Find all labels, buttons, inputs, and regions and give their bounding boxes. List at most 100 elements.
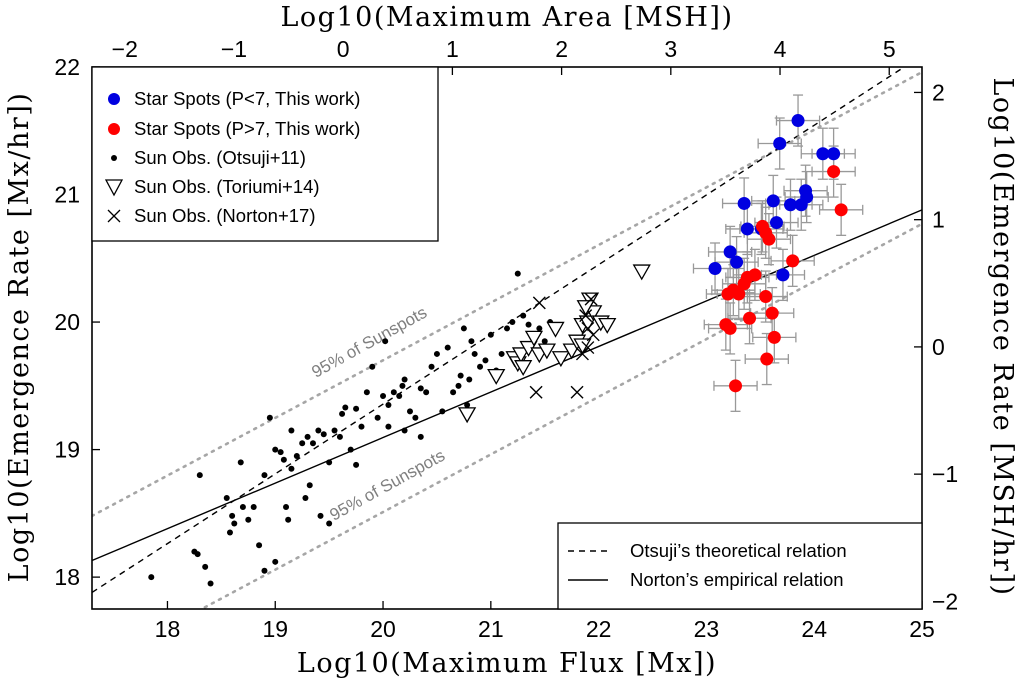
point-sun-obs-otsuji-11 <box>374 414 381 421</box>
x2-tick-label: −2 <box>112 36 138 62</box>
legend-marker-dot <box>111 155 117 161</box>
point-star-spots-p-7-this-work <box>767 330 781 344</box>
line-norton <box>92 209 922 562</box>
y-tick-label: 19 <box>54 437 80 463</box>
point-sun-obs-otsuji-11 <box>299 440 306 447</box>
y2-tick-label: 2 <box>932 79 945 105</box>
y-tick-label: 21 <box>54 182 80 208</box>
legend-main: Star Spots (P<7, This work) Star Spots (… <box>91 66 439 242</box>
point-sun-obs-otsuji-11 <box>509 319 516 326</box>
point-sun-obs-otsuji-11 <box>358 423 365 430</box>
point-star-spots-p-7-this-work <box>827 147 841 161</box>
point-star-spots-p-7-this-work <box>759 290 773 304</box>
point-sun-obs-otsuji-11 <box>455 382 462 389</box>
point-sun-obs-otsuji-11 <box>399 382 406 389</box>
x2-axis-title: Log10(Maximum Area [MSH]) <box>281 2 734 33</box>
legend-marker-red <box>108 123 120 135</box>
point-sun-obs-otsuji-11 <box>477 363 484 370</box>
point-sun-obs-otsuji-11 <box>285 516 292 523</box>
point-sun-obs-otsuji-11 <box>401 427 408 434</box>
point-star-spots-p-7-this-work <box>827 165 841 179</box>
point-sun-obs-otsuji-11 <box>369 363 376 370</box>
point-sun-obs-otsuji-11 <box>196 472 203 479</box>
point-sun-obs-norton-17 <box>579 309 593 323</box>
point-star-spots-p-7-this-work <box>743 311 757 325</box>
point-sun-obs-toriumi-14 <box>457 407 477 424</box>
y2-tick-label: −1 <box>932 461 958 487</box>
point-sun-obs-otsuji-11 <box>245 516 252 523</box>
point-sun-obs-otsuji-11 <box>326 459 333 466</box>
point-star-spots-p-7-this-work <box>783 198 797 212</box>
point-sun-obs-norton-17 <box>581 341 595 355</box>
line-band-lower <box>198 222 922 609</box>
point-sun-obs-otsuji-11 <box>342 404 349 411</box>
point-sun-obs-toriumi-14 <box>537 343 557 360</box>
point-star-spots-p-7-this-work <box>769 216 783 230</box>
point-sun-obs-otsuji-11 <box>347 446 354 453</box>
x-tick-label: 20 <box>370 616 396 642</box>
point-sun-obs-otsuji-11 <box>229 512 236 519</box>
point-sun-obs-toriumi-14 <box>546 321 565 338</box>
y2-tick-label: 1 <box>932 207 945 233</box>
y-tick-label: 18 <box>54 564 80 590</box>
point-sun-obs-otsuji-11 <box>317 512 324 519</box>
point-sun-obs-otsuji-11 <box>207 580 214 587</box>
y2-tick-label: −2 <box>932 588 958 614</box>
point-sun-obs-toriumi-14 <box>576 300 595 317</box>
point-sun-obs-otsuji-11 <box>450 389 457 396</box>
point-sun-obs-toriumi-14 <box>598 317 617 334</box>
x-tick-label: 22 <box>586 616 612 642</box>
point-sun-obs-otsuji-11 <box>293 452 300 459</box>
point-sun-obs-otsuji-11 <box>390 389 397 396</box>
point-sun-obs-otsuji-11 <box>468 338 475 345</box>
x2-tick-label: 0 <box>337 36 350 62</box>
legend-lines: Otsuji’s theoretical relation Norton’s e… <box>557 522 923 610</box>
point-sun-obs-toriumi-14 <box>487 368 506 385</box>
y-tick-label: 22 <box>54 54 80 80</box>
point-sun-obs-otsuji-11 <box>148 574 155 581</box>
x-tick-label: 23 <box>694 616 720 642</box>
point-sun-obs-otsuji-11 <box>256 542 263 549</box>
point-sun-obs-otsuji-11 <box>226 529 233 536</box>
x-tick-label: 21 <box>478 616 504 642</box>
point-sun-obs-otsuji-11 <box>423 389 430 396</box>
point-sun-obs-toriumi-14 <box>578 315 597 332</box>
point-sun-obs-otsuji-11 <box>353 405 360 412</box>
x-tick-label: 18 <box>155 616 181 642</box>
legend-lines-box <box>557 522 923 610</box>
x-tick-label: 19 <box>262 616 288 642</box>
point-star-spots-p-7-this-work <box>786 254 800 268</box>
point-sun-obs-otsuji-11 <box>320 431 327 438</box>
point-sun-obs-otsuji-11 <box>382 338 389 345</box>
point-sun-obs-otsuji-11 <box>331 427 338 434</box>
point-sun-obs-otsuji-11 <box>283 503 290 510</box>
x-tick-label: 25 <box>909 616 935 642</box>
point-sun-obs-otsuji-11 <box>261 472 268 479</box>
point-sun-obs-otsuji-11 <box>541 338 548 345</box>
point-sun-obs-otsuji-11 <box>315 427 322 434</box>
legend-label-p-gt-7: Star Spots (P>7, This work) <box>134 118 360 139</box>
point-star-spots-p-7-this-work <box>762 232 776 246</box>
y2-axis-title: Log10(Emergence Rate [MSH/hr]) <box>987 77 1018 596</box>
point-star-spots-p-7-this-work <box>776 268 790 282</box>
x-tick-label: 24 <box>801 616 827 642</box>
point-sun-obs-otsuji-11 <box>380 393 387 400</box>
point-sun-obs-otsuji-11 <box>309 440 316 447</box>
point-star-spots-p-7-this-work <box>760 352 774 366</box>
point-sun-obs-otsuji-11 <box>471 350 478 357</box>
legend-label-otsuji: Sun Obs. (Otsuji+11) <box>134 147 306 168</box>
y-axis-title: Log10(Emergence Rate [Mx/hr]) <box>4 92 35 583</box>
point-sun-obs-toriumi-14 <box>511 347 531 364</box>
legend-label-otsuji-relation: Otsuji’s theoretical relation <box>630 540 847 561</box>
point-sun-obs-norton-17 <box>529 385 543 399</box>
point-sun-obs-otsuji-11 <box>487 331 494 338</box>
point-sun-obs-otsuji-11 <box>460 325 467 332</box>
annotations: 95% of Sunspots 95% of Sunspots <box>309 303 449 525</box>
x2-tick-label: 2 <box>555 36 568 62</box>
legend-label-toriumi: Sun Obs. (Toriumi+14) <box>134 176 320 197</box>
point-sun-obs-norton-17 <box>586 328 600 342</box>
point-star-spots-p-7-this-work <box>766 194 780 208</box>
point-star-spots-p-7-this-work <box>732 287 746 301</box>
point-sun-obs-otsuji-11 <box>396 393 403 400</box>
x2-tick-label: 4 <box>774 36 787 62</box>
